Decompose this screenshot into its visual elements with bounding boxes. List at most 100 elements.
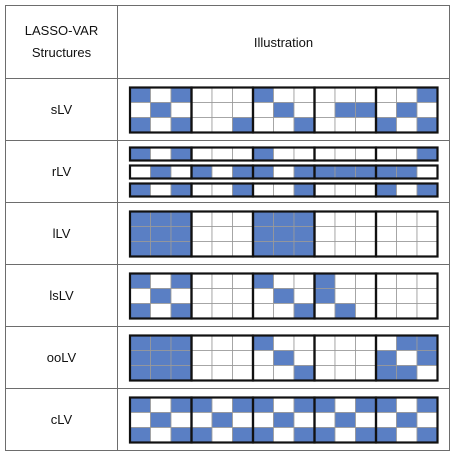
matrix-cell: [334, 273, 356, 289]
matrix-cell: [416, 365, 438, 381]
matrix-cell: [273, 117, 295, 133]
matrix-cell: [396, 288, 418, 304]
matrix-cell: [232, 335, 254, 351]
matrix-cell: [232, 288, 254, 304]
matrix-cell: [334, 241, 356, 257]
header-row: LASSO-VAR Structures Illustration: [5, 5, 450, 79]
matrix-cell: [191, 303, 213, 319]
matrix-cell: [211, 241, 233, 257]
matrix-cell: [129, 412, 151, 428]
matrix-cell: [334, 87, 356, 103]
matrix-cell: [355, 273, 377, 289]
matrix-cell: [355, 226, 377, 242]
matrix-cell: [211, 87, 233, 103]
matrix-block-outline: [374, 146, 439, 162]
matrix-cell: [273, 350, 295, 366]
matrix-cell: [170, 87, 192, 103]
matrix-cell: [273, 226, 295, 242]
matrix-cell: [375, 87, 397, 103]
matrix-cell: [170, 427, 192, 443]
matrix-cell: [150, 397, 172, 413]
matrix-cell: [170, 117, 192, 133]
matrix-cell: [396, 303, 418, 319]
matrix-cell: [375, 226, 397, 242]
matrix-diagram-slv: [128, 86, 439, 134]
matrix-cell: [416, 288, 438, 304]
matrix-cell: [211, 427, 233, 443]
matrix-cell: [375, 350, 397, 366]
matrix-cell: [191, 117, 213, 133]
matrix-block-outline: [374, 272, 439, 320]
matrix-cell: [170, 365, 192, 381]
matrix-cell: [232, 183, 254, 197]
matrix-cell: [211, 147, 233, 161]
matrix-cell: [416, 350, 438, 366]
matrix-cell: [375, 303, 397, 319]
matrix-cell: [396, 183, 418, 197]
matrix-cell: [273, 87, 295, 103]
matrix-cell: [334, 211, 356, 227]
matrix-cell: [191, 102, 213, 118]
matrix-cell: [396, 335, 418, 351]
matrix-cell: [293, 117, 315, 133]
matrix-cell: [211, 350, 233, 366]
matrix-cell: [293, 303, 315, 319]
matrix-cell: [416, 102, 438, 118]
matrix-cell: [293, 365, 315, 381]
matrix-cell: [293, 87, 315, 103]
matrix-cell: [334, 303, 356, 319]
matrix-cell: [211, 102, 233, 118]
matrix-cell: [232, 427, 254, 443]
matrix-cell: [211, 412, 233, 428]
matrix-cell: [314, 211, 336, 227]
matrix-cell: [334, 288, 356, 304]
matrix-cell: [314, 241, 336, 257]
matrix-cell: [334, 365, 356, 381]
matrix-cell: [334, 412, 356, 428]
matrix-cell: [232, 412, 254, 428]
matrix-cell: [314, 165, 336, 179]
matrix-cell: [396, 412, 418, 428]
matrix-cell: [191, 226, 213, 242]
matrix-cell: [252, 226, 274, 242]
matrix-cell: [273, 427, 295, 443]
matrix-cell: [150, 183, 172, 197]
matrix-cell: [129, 365, 151, 381]
matrix-cell: [170, 211, 192, 227]
matrix-cell: [355, 147, 377, 161]
matrix-cell: [293, 241, 315, 257]
matrix-cell: [252, 211, 274, 227]
matrix-cell: [191, 147, 213, 161]
matrix-cell: [150, 87, 172, 103]
matrix-cell: [355, 335, 377, 351]
matrix-block-outline: [374, 210, 439, 258]
matrix-block-outline: [374, 396, 439, 444]
matrix-cell: [252, 397, 274, 413]
matrix-cell: [314, 350, 336, 366]
matrix-cell: [232, 241, 254, 257]
matrix-cell: [232, 273, 254, 289]
matrix-cell: [355, 412, 377, 428]
matrix-cell: [252, 273, 274, 289]
matrix-cell: [150, 427, 172, 443]
matrix-cell: [416, 397, 438, 413]
matrix-cell: [211, 397, 233, 413]
matrix-cell: [252, 241, 274, 257]
matrix-cell: [150, 102, 172, 118]
matrix-cell: [211, 165, 233, 179]
matrix-cell: [191, 427, 213, 443]
matrix-cell: [191, 87, 213, 103]
matrix-cell: [375, 335, 397, 351]
matrix-diagram-clv: [128, 396, 439, 444]
matrix-cell: [129, 87, 151, 103]
matrix-cell: [334, 427, 356, 443]
matrix-cell: [314, 412, 336, 428]
matrix-cell: [273, 102, 295, 118]
matrix-cell: [191, 288, 213, 304]
matrix-cell: [129, 427, 151, 443]
matrix-cell: [334, 335, 356, 351]
matrix-cell: [293, 165, 315, 179]
matrix-cell: [396, 365, 418, 381]
matrix-cell: [416, 273, 438, 289]
matrix-cell: [191, 273, 213, 289]
